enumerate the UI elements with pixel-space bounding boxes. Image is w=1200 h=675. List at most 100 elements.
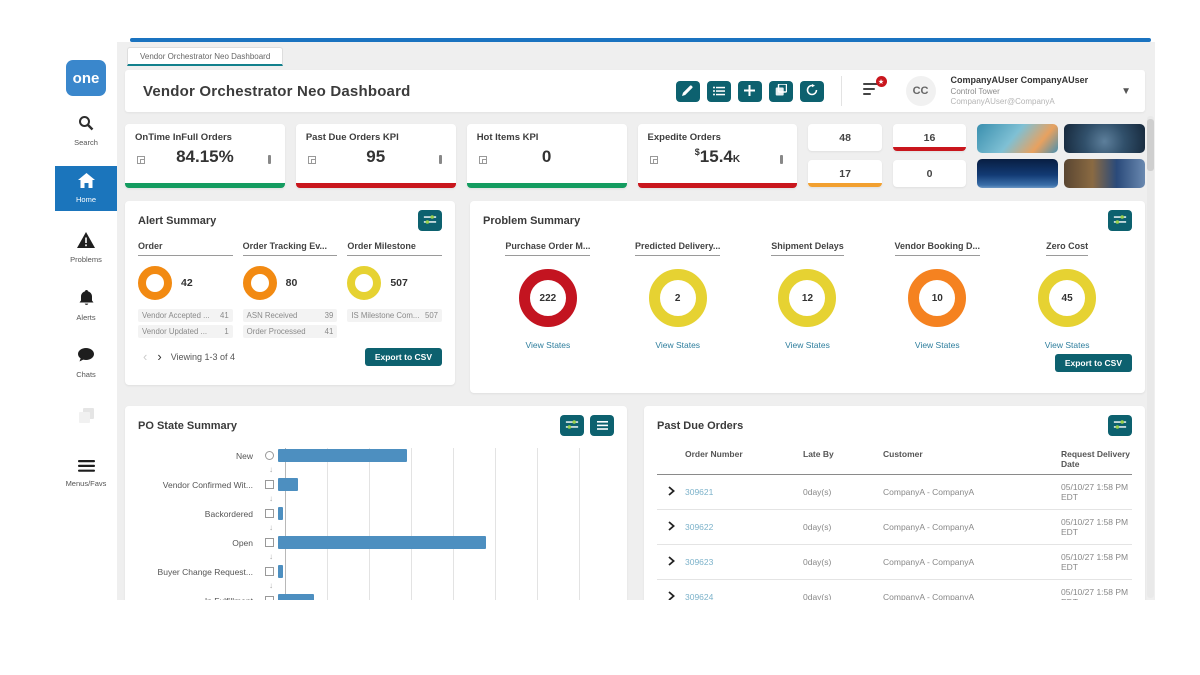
sidebar-item-home[interactable]: Home xyxy=(55,166,117,211)
sidebar-item-docs[interactable] xyxy=(55,400,117,438)
chevron-down-icon[interactable]: ▼ xyxy=(1121,85,1131,97)
mini-kpi-card[interactable]: 16 xyxy=(892,124,967,151)
table-row[interactable]: 309621 0day(s) CompanyA - CompanyA 05/10… xyxy=(657,475,1132,510)
state-node-circle[interactable] xyxy=(264,451,274,460)
sidebar-label: Menus/Favs xyxy=(65,479,107,488)
expand-chevron-icon[interactable] xyxy=(667,521,675,533)
state-node-checkbox[interactable] xyxy=(264,509,274,518)
order-number-link[interactable]: 309624 xyxy=(685,592,714,600)
chart-row-new: New xyxy=(138,446,614,465)
donut-chart-order[interactable] xyxy=(138,266,172,300)
bar-backordered[interactable] xyxy=(278,507,283,520)
one-logo[interactable]: one xyxy=(66,60,106,96)
bar-new[interactable] xyxy=(278,449,407,462)
state-node-checkbox[interactable] xyxy=(264,596,274,600)
donut-total: 507 xyxy=(390,277,408,289)
add-button[interactable] xyxy=(737,80,762,102)
export-csv-button[interactable]: Export to CSV xyxy=(1054,354,1132,372)
sidebar-item-problems[interactable]: Problems xyxy=(55,225,117,271)
problem-summary-settings-button[interactable] xyxy=(1108,210,1132,231)
edit-button[interactable] xyxy=(675,80,700,102)
donut-chart-order-tracking[interactable] xyxy=(242,266,277,300)
donut-chart-purchase-order[interactable]: 222 xyxy=(518,269,577,327)
state-node-checkbox[interactable] xyxy=(264,567,274,576)
alert-stat-row[interactable]: Vendor Updated ... 1 xyxy=(138,325,233,338)
export-csv-button[interactable]: Export to CSV xyxy=(364,348,442,366)
alert-stat-row[interactable]: Order Processed 41 xyxy=(242,325,338,338)
view-states-link[interactable]: View States xyxy=(655,340,701,350)
view-states-link[interactable]: View States xyxy=(1044,340,1090,350)
kpi-ontime-infull-orders[interactable]: OnTime InFull Orders 84.15% xyxy=(125,124,285,188)
column-header-customer[interactable]: Customer xyxy=(883,449,923,459)
expand-chevron-icon[interactable] xyxy=(667,486,675,498)
past-due-settings-button[interactable] xyxy=(1108,415,1132,436)
order-number-link[interactable]: 309621 xyxy=(685,487,714,497)
column-header-request-delivery-date[interactable]: Request Delivery Date xyxy=(1061,449,1130,469)
donut-chart-vendor-booking[interactable]: 10 xyxy=(908,269,967,327)
po-state-settings-button[interactable] xyxy=(560,415,584,436)
kpi-expedite-orders[interactable]: Expedite Orders $15.4K xyxy=(637,124,798,188)
flow-arrow: ↓ xyxy=(269,494,273,503)
past-due-orders-table: Order Number Late By Customer Request De… xyxy=(657,444,1132,600)
bar-vendor-confirmed[interactable] xyxy=(278,478,298,491)
expand-chevron-icon[interactable] xyxy=(667,556,675,568)
user-avatar[interactable]: CC xyxy=(905,76,936,106)
donut-chart-predicted-delivery[interactable]: 2 xyxy=(648,269,707,327)
kpi-detail-icon xyxy=(438,155,442,164)
sidebar-item-alerts[interactable]: Alerts xyxy=(55,283,117,329)
column-header-order-number[interactable]: Order Number xyxy=(685,449,743,459)
dashboard-image-tile[interactable] xyxy=(1064,124,1146,153)
alert-summary-settings-button[interactable] xyxy=(418,210,442,231)
chart-row-vendor-confirmed: Vendor Confirmed Wit... xyxy=(138,475,614,494)
alert-stat-row[interactable]: Vendor Accepted ... 41 xyxy=(138,309,233,322)
prev-page-button[interactable]: ‹ xyxy=(143,349,148,364)
kpi-past-due-orders[interactable]: Past Due Orders KPI 95 xyxy=(295,124,456,188)
mini-kpi-card[interactable]: 48 xyxy=(808,124,882,151)
list-view-button[interactable] xyxy=(706,80,731,102)
sidebar: one Search Home Problems Alerts xyxy=(55,42,117,600)
dashboard-image-tile[interactable] xyxy=(977,159,1059,188)
scrollbar-thumb[interactable] xyxy=(1147,119,1154,171)
sidebar-item-search[interactable]: Search xyxy=(55,108,117,154)
notifications-button[interactable]: ★ xyxy=(862,76,887,99)
expand-chevron-icon[interactable] xyxy=(667,591,675,600)
bar-in-fulfillment[interactable] xyxy=(278,594,315,600)
po-state-menu-button[interactable] xyxy=(590,415,614,436)
donut-chart-zero-cost[interactable]: 45 xyxy=(1038,269,1097,327)
sidebar-label: Chats xyxy=(76,370,96,379)
sidebar-item-menus-favs[interactable]: Menus/Favs xyxy=(55,452,117,495)
copy-button[interactable] xyxy=(768,80,793,102)
kpi-unit: K xyxy=(732,154,741,165)
flow-arrow: ↓ xyxy=(269,581,273,590)
column-header-late-by[interactable]: Late By xyxy=(803,449,834,459)
view-states-link[interactable]: View States xyxy=(785,340,830,350)
table-row[interactable]: 309624 0day(s) CompanyA - CompanyA 05/10… xyxy=(657,580,1132,600)
sidebar-item-chats[interactable]: Chats xyxy=(55,341,117,386)
table-row[interactable]: 309622 0day(s) CompanyA - CompanyA 05/10… xyxy=(657,510,1132,545)
table-row[interactable]: 309623 0day(s) CompanyA - CompanyA 05/10… xyxy=(657,545,1132,580)
vertical-scrollbar[interactable] xyxy=(1147,116,1154,598)
mini-kpi-card[interactable]: 0 xyxy=(892,160,967,187)
view-states-link[interactable]: View States xyxy=(525,340,571,350)
order-number-link[interactable]: 309622 xyxy=(685,522,714,532)
order-number-link[interactable]: 309623 xyxy=(685,557,714,567)
dashboard-image-tile[interactable] xyxy=(977,124,1059,153)
state-node-checkbox[interactable] xyxy=(264,480,274,489)
kpi-hot-items[interactable]: Hot Items KPI 0 xyxy=(466,124,627,188)
mini-kpi-card[interactable]: 17 xyxy=(808,160,882,187)
top-accent-line xyxy=(130,38,1151,42)
donut-chart-shipment-delays[interactable]: 12 xyxy=(778,269,837,327)
next-page-button[interactable]: › xyxy=(157,349,162,364)
alert-column-title: Order Milestone xyxy=(347,241,443,256)
refresh-button[interactable] xyxy=(799,80,824,102)
alert-stat-row[interactable]: ASN Received 39 xyxy=(242,309,338,322)
bar-open[interactable] xyxy=(278,536,486,549)
state-node-checkbox[interactable] xyxy=(264,538,274,547)
copy-icon xyxy=(775,82,787,99)
dashboard-image-tile[interactable] xyxy=(1064,159,1146,188)
tab-vendor-orchestrator-neo-dashboard[interactable]: Vendor Orchestrator Neo Dashboard xyxy=(127,47,284,66)
bar-buyer-change-request[interactable] xyxy=(278,565,283,578)
donut-chart-order-milestone[interactable] xyxy=(347,266,382,300)
view-states-link[interactable]: View States xyxy=(914,340,960,350)
alert-stat-row[interactable]: IS Milestone Com... 507 xyxy=(347,309,443,322)
